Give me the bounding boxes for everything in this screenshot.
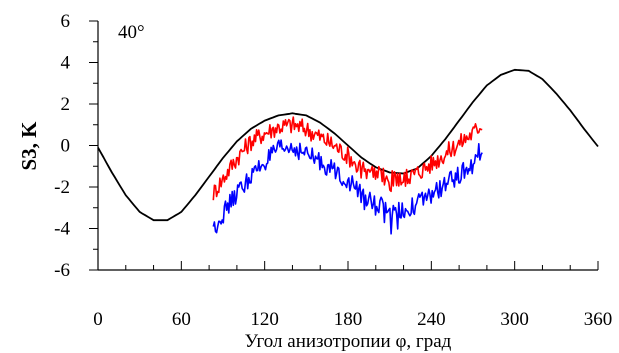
y-tick-label: 0 bbox=[61, 136, 71, 157]
x-tick-label: 180 bbox=[334, 309, 363, 330]
y-tick-label: 6 bbox=[61, 11, 71, 32]
y-tick-label: -6 bbox=[54, 260, 70, 281]
y-tick-label: 4 bbox=[61, 53, 71, 74]
y-tick-label: 2 bbox=[61, 94, 71, 115]
x-tick-label: 120 bbox=[250, 309, 279, 330]
x-tick-label: 60 bbox=[172, 309, 191, 330]
axes-layer: 6 4 2 0 -2 -4 -6 0 60 120 180 240 300 360 bbox=[54, 11, 612, 330]
x-tick-label: 360 bbox=[584, 309, 613, 330]
y-tick-label: -2 bbox=[54, 177, 70, 198]
series-layer bbox=[97, 68, 599, 235]
x-tick-label: 0 bbox=[93, 309, 103, 330]
series-line-2 bbox=[212, 139, 483, 235]
series-line-1 bbox=[212, 116, 483, 201]
series-line-0 bbox=[97, 68, 599, 222]
x-tick-label: 240 bbox=[417, 309, 446, 330]
x-tick-label: 300 bbox=[500, 309, 529, 330]
chart-annotation: 40° bbox=[118, 22, 145, 43]
y-tick-label: -4 bbox=[54, 219, 70, 240]
y-axis-title: S3, K bbox=[17, 121, 41, 171]
x-axis-title: Угол анизотропии φ, град bbox=[245, 331, 452, 352]
